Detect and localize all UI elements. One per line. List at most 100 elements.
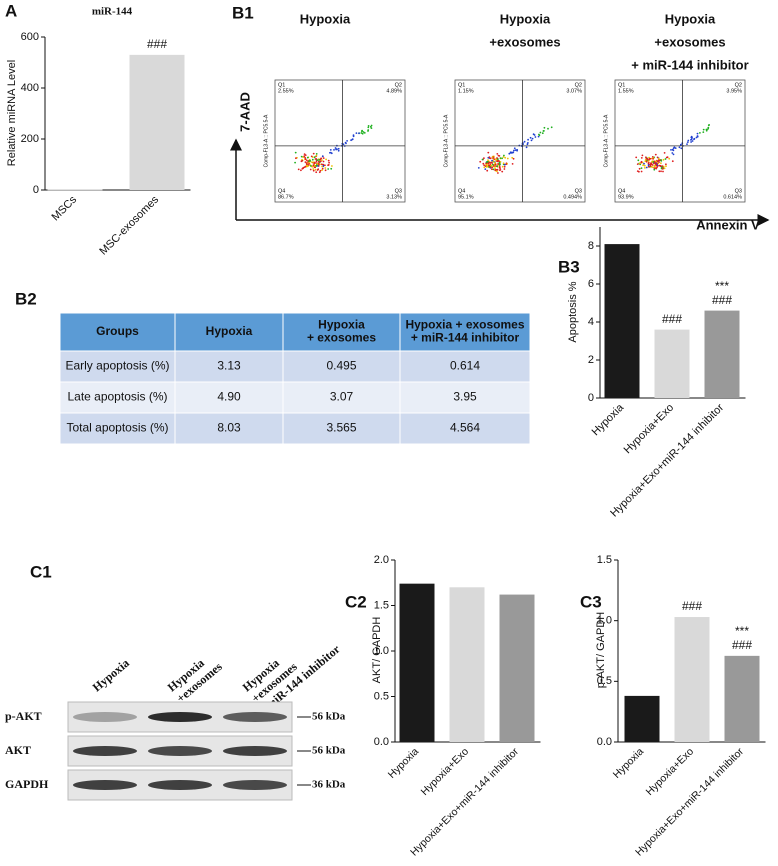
table-cell [399,412,531,445]
y-tick-label: 8 [588,240,594,252]
event-dot [497,163,499,165]
event-dot [640,157,643,159]
event-dot [652,158,654,160]
event-dot [658,170,661,173]
panel-label: C3 [580,592,602,611]
event-dot [641,154,644,157]
event-dot [297,168,300,171]
event-dot [315,154,318,157]
group-title: +exosomes [654,34,725,49]
event-dot [658,164,661,167]
table-cell [59,381,176,414]
panel-label: C1 [30,562,52,581]
plot-frame [274,79,406,203]
significance-mark: *** [715,279,729,293]
event-dot [301,167,304,170]
event-dot [660,160,663,162]
event-dot [499,157,502,160]
event-dot [327,164,329,167]
protein-label: AKT [5,743,31,757]
event-dot [352,135,355,138]
event-dot [330,152,333,155]
event-dot [315,171,318,174]
y-axis-label: Apoptosis % [567,281,579,342]
event-dot [306,164,308,167]
event-dot [311,158,314,161]
event-dot [301,159,304,162]
event-dot [487,159,489,162]
event-dot [488,161,491,164]
event-dot [503,163,506,166]
event-dot [547,127,549,130]
event-dot [530,139,533,142]
event-dot [330,167,333,170]
y-tick-label: 1.5 [597,554,612,566]
event-dot [665,165,667,168]
y-axis-label: p-AKT/ GAPDH [595,612,607,688]
event-dot [370,124,373,127]
event-dot [501,170,504,173]
size-label: 56 kDa [312,745,346,757]
chart-title: miR-144 [92,6,133,18]
event-dot [497,172,499,174]
quadrant-percent: 3.13% [386,194,402,200]
x-axis-label: Annexin V [696,217,760,232]
event-dot [325,158,327,161]
quadrant-name: Q1 [618,82,625,88]
event-dot [636,170,639,173]
y-tick-label: 1.0 [374,645,389,657]
bar [654,329,690,398]
event-dot [337,147,340,150]
blot-band [148,780,212,790]
event-dot [663,167,666,170]
event-dot [690,138,693,141]
event-dot [510,151,513,154]
event-dot [525,146,528,149]
bar [674,617,710,742]
event-dot [483,157,485,160]
event-dot [496,168,499,171]
plot-axis-label: Comp-FL3-A :: PC5.5-A [603,114,609,167]
event-dot [653,166,656,168]
event-dot [483,166,486,169]
y-tick-label: 4 [588,316,594,328]
x-tick-label: Hypoxia+Exo+miR-144 inhibitor [408,745,521,858]
cell-text: 4.90 [217,390,241,404]
event-dot [318,159,320,161]
event-dot [653,168,656,171]
event-dot [300,169,302,172]
event-dot [498,166,501,169]
event-dot [320,157,322,160]
event-dot [319,160,322,163]
event-dot [514,149,517,152]
quadrant-name: Q2 [575,82,582,88]
event-dot [324,167,327,169]
plot-axis-label: Comp-FL3-A :: PC5.5-A [443,114,449,167]
y-tick-label: 2 [588,354,594,366]
event-dot [513,149,515,152]
quadrant-name: Q4 [458,188,465,194]
event-dot [489,157,492,160]
event-dot [670,149,672,151]
cell-text: 8.03 [217,421,241,435]
event-dot [649,165,652,167]
event-dot [654,167,657,170]
event-dot [640,167,643,170]
event-dot [680,147,683,150]
event-dot [550,126,553,129]
x-tick-label: Hypoxia [590,401,627,438]
event-dot [705,129,708,132]
event-dot [370,127,373,129]
event-dot [649,157,652,160]
event-dot [691,140,694,142]
event-dot [492,168,495,171]
event-dot [503,154,505,157]
header-text: Groups [96,324,139,338]
event-dot [663,152,666,154]
event-dot [294,161,296,164]
protein-label: GAPDH [5,777,49,791]
event-dot [334,147,337,149]
significance-mark: ### [732,638,752,652]
event-dot [508,152,511,155]
panel-label: B1 [232,3,254,22]
